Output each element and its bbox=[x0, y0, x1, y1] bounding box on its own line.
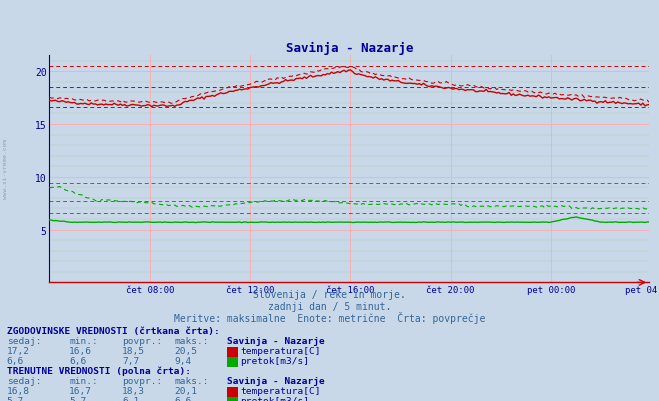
Text: 9,4: 9,4 bbox=[175, 356, 192, 365]
Text: 6,6: 6,6 bbox=[7, 356, 24, 365]
Text: zadnji dan / 5 minut.: zadnji dan / 5 minut. bbox=[268, 302, 391, 312]
Text: 6,6: 6,6 bbox=[175, 396, 192, 401]
Text: Savinja - Nazarje: Savinja - Nazarje bbox=[227, 336, 325, 345]
Text: povpr.:: povpr.: bbox=[122, 336, 162, 345]
Text: 5,7: 5,7 bbox=[69, 396, 86, 401]
Text: ZGODOVINSKE VREDNOSTI (črtkana črta):: ZGODOVINSKE VREDNOSTI (črtkana črta): bbox=[7, 326, 219, 335]
Text: povpr.:: povpr.: bbox=[122, 376, 162, 385]
Text: 18,3: 18,3 bbox=[122, 386, 145, 395]
Text: 17,2: 17,2 bbox=[7, 346, 30, 355]
Text: sedaj:: sedaj: bbox=[7, 336, 41, 345]
Text: temperatura[C]: temperatura[C] bbox=[241, 346, 321, 355]
Text: temperatura[C]: temperatura[C] bbox=[241, 386, 321, 395]
Text: 20,5: 20,5 bbox=[175, 346, 198, 355]
Text: 16,6: 16,6 bbox=[69, 346, 92, 355]
Text: pretok[m3/s]: pretok[m3/s] bbox=[241, 356, 310, 365]
Text: 20,1: 20,1 bbox=[175, 386, 198, 395]
Text: maks.:: maks.: bbox=[175, 336, 209, 345]
Text: 5,7: 5,7 bbox=[7, 396, 24, 401]
Text: 6,1: 6,1 bbox=[122, 396, 139, 401]
Text: Meritve: maksimalne  Enote: metrične  Črta: povprečje: Meritve: maksimalne Enote: metrične Črta… bbox=[174, 312, 485, 324]
Text: maks.:: maks.: bbox=[175, 376, 209, 385]
Text: min.:: min.: bbox=[69, 336, 98, 345]
Text: pretok[m3/s]: pretok[m3/s] bbox=[241, 396, 310, 401]
Text: 16,8: 16,8 bbox=[7, 386, 30, 395]
Text: Savinja - Nazarje: Savinja - Nazarje bbox=[227, 376, 325, 385]
Title: Savinja - Nazarje: Savinja - Nazarje bbox=[285, 42, 413, 55]
Text: www.si-vreme.com: www.si-vreme.com bbox=[3, 138, 8, 198]
Text: 7,7: 7,7 bbox=[122, 356, 139, 365]
Text: 16,7: 16,7 bbox=[69, 386, 92, 395]
Text: 6,6: 6,6 bbox=[69, 356, 86, 365]
Text: 18,5: 18,5 bbox=[122, 346, 145, 355]
Text: sedaj:: sedaj: bbox=[7, 376, 41, 385]
Text: TRENUTNE VREDNOSTI (polna črta):: TRENUTNE VREDNOSTI (polna črta): bbox=[7, 365, 190, 375]
Text: Slovenija / reke in morje.: Slovenija / reke in morje. bbox=[253, 290, 406, 300]
Text: min.:: min.: bbox=[69, 376, 98, 385]
